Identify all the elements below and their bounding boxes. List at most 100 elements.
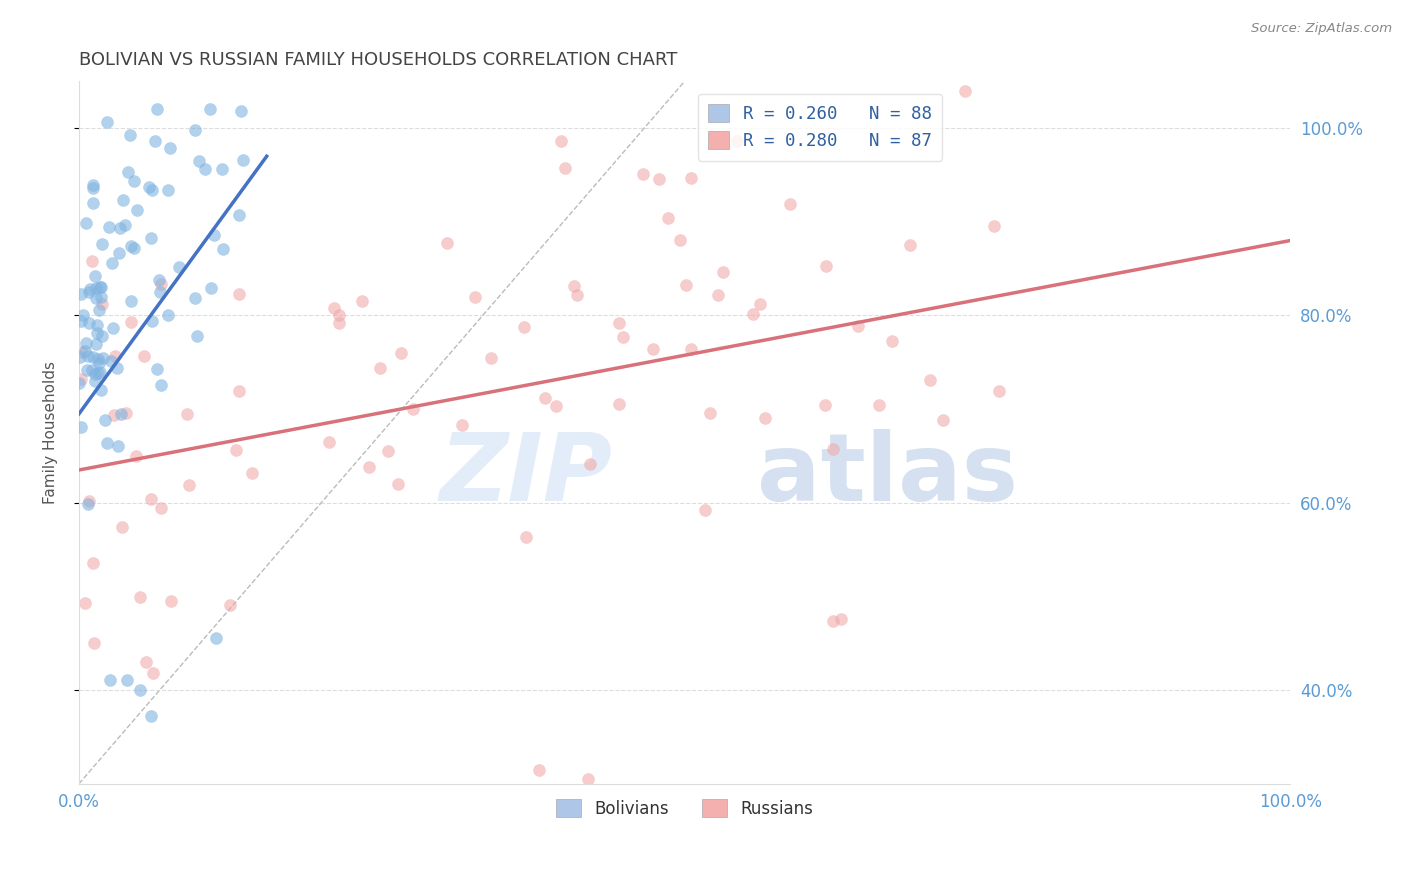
Point bbox=[562, 278, 585, 293]
Point bbox=[117, 165, 139, 179]
Point bbox=[931, 413, 953, 427]
Point bbox=[98, 220, 121, 235]
Point bbox=[75, 216, 97, 230]
Point bbox=[91, 328, 114, 343]
Point bbox=[225, 443, 247, 458]
Point bbox=[550, 134, 572, 148]
Point bbox=[211, 162, 233, 177]
Point bbox=[711, 264, 734, 278]
Point bbox=[87, 366, 110, 380]
Point bbox=[229, 103, 252, 118]
Point bbox=[357, 460, 380, 475]
Point bbox=[90, 280, 112, 294]
Point bbox=[114, 406, 136, 420]
Point bbox=[368, 360, 391, 375]
Point bbox=[70, 314, 93, 328]
Point bbox=[194, 162, 217, 177]
Point bbox=[143, 134, 166, 148]
Point bbox=[141, 313, 163, 327]
Point bbox=[882, 334, 904, 348]
Point bbox=[146, 361, 169, 376]
Point bbox=[67, 376, 90, 391]
Point bbox=[148, 273, 170, 287]
Point bbox=[200, 103, 222, 117]
Point bbox=[576, 772, 599, 786]
Point bbox=[749, 296, 772, 310]
Point bbox=[554, 161, 576, 176]
Point bbox=[107, 439, 129, 453]
Legend: Bolivians, Russians: Bolivians, Russians bbox=[550, 793, 820, 824]
Point bbox=[228, 287, 250, 301]
Point bbox=[814, 398, 837, 412]
Point bbox=[139, 231, 162, 245]
Point bbox=[79, 282, 101, 296]
Point bbox=[675, 278, 697, 293]
Point bbox=[450, 417, 472, 432]
Point bbox=[141, 183, 163, 197]
Point bbox=[82, 196, 104, 211]
Point bbox=[77, 316, 100, 330]
Text: atlas: atlas bbox=[758, 429, 1018, 521]
Point bbox=[100, 673, 122, 687]
Point bbox=[108, 220, 131, 235]
Point bbox=[82, 180, 104, 194]
Point bbox=[141, 492, 163, 507]
Point bbox=[84, 375, 107, 389]
Point bbox=[565, 287, 588, 301]
Point bbox=[679, 342, 702, 356]
Point bbox=[70, 420, 93, 434]
Point bbox=[122, 174, 145, 188]
Point bbox=[90, 383, 112, 397]
Point bbox=[898, 237, 921, 252]
Point bbox=[111, 520, 134, 534]
Point bbox=[821, 615, 844, 629]
Point bbox=[86, 326, 108, 340]
Point bbox=[100, 353, 122, 368]
Point bbox=[125, 449, 148, 463]
Point bbox=[479, 351, 502, 365]
Point bbox=[228, 208, 250, 222]
Point bbox=[389, 346, 412, 360]
Point bbox=[89, 303, 111, 318]
Point bbox=[129, 590, 152, 604]
Point bbox=[138, 180, 160, 194]
Point bbox=[141, 709, 163, 723]
Point bbox=[77, 349, 100, 363]
Point bbox=[128, 683, 150, 698]
Point bbox=[823, 442, 845, 457]
Point bbox=[228, 384, 250, 398]
Point bbox=[103, 321, 125, 335]
Point bbox=[211, 242, 233, 256]
Point bbox=[323, 301, 346, 315]
Point bbox=[69, 350, 91, 364]
Point bbox=[920, 373, 942, 387]
Point bbox=[122, 241, 145, 255]
Point bbox=[988, 384, 1011, 398]
Point bbox=[77, 497, 100, 511]
Point bbox=[741, 308, 763, 322]
Point bbox=[82, 556, 104, 570]
Point bbox=[612, 330, 634, 344]
Point bbox=[657, 211, 679, 226]
Point bbox=[232, 153, 254, 168]
Point bbox=[69, 372, 91, 386]
Point bbox=[87, 356, 110, 370]
Point bbox=[176, 407, 198, 421]
Point bbox=[707, 288, 730, 302]
Point bbox=[86, 318, 108, 332]
Point bbox=[544, 399, 567, 413]
Point bbox=[641, 342, 664, 356]
Point bbox=[464, 290, 486, 304]
Point bbox=[84, 280, 107, 294]
Point bbox=[513, 320, 536, 334]
Point bbox=[169, 260, 191, 275]
Point bbox=[114, 218, 136, 232]
Point bbox=[84, 291, 107, 305]
Point bbox=[377, 444, 399, 458]
Point bbox=[120, 238, 142, 252]
Point bbox=[815, 259, 838, 273]
Point bbox=[134, 349, 156, 363]
Point bbox=[75, 336, 97, 351]
Point bbox=[183, 123, 205, 137]
Point bbox=[70, 286, 93, 301]
